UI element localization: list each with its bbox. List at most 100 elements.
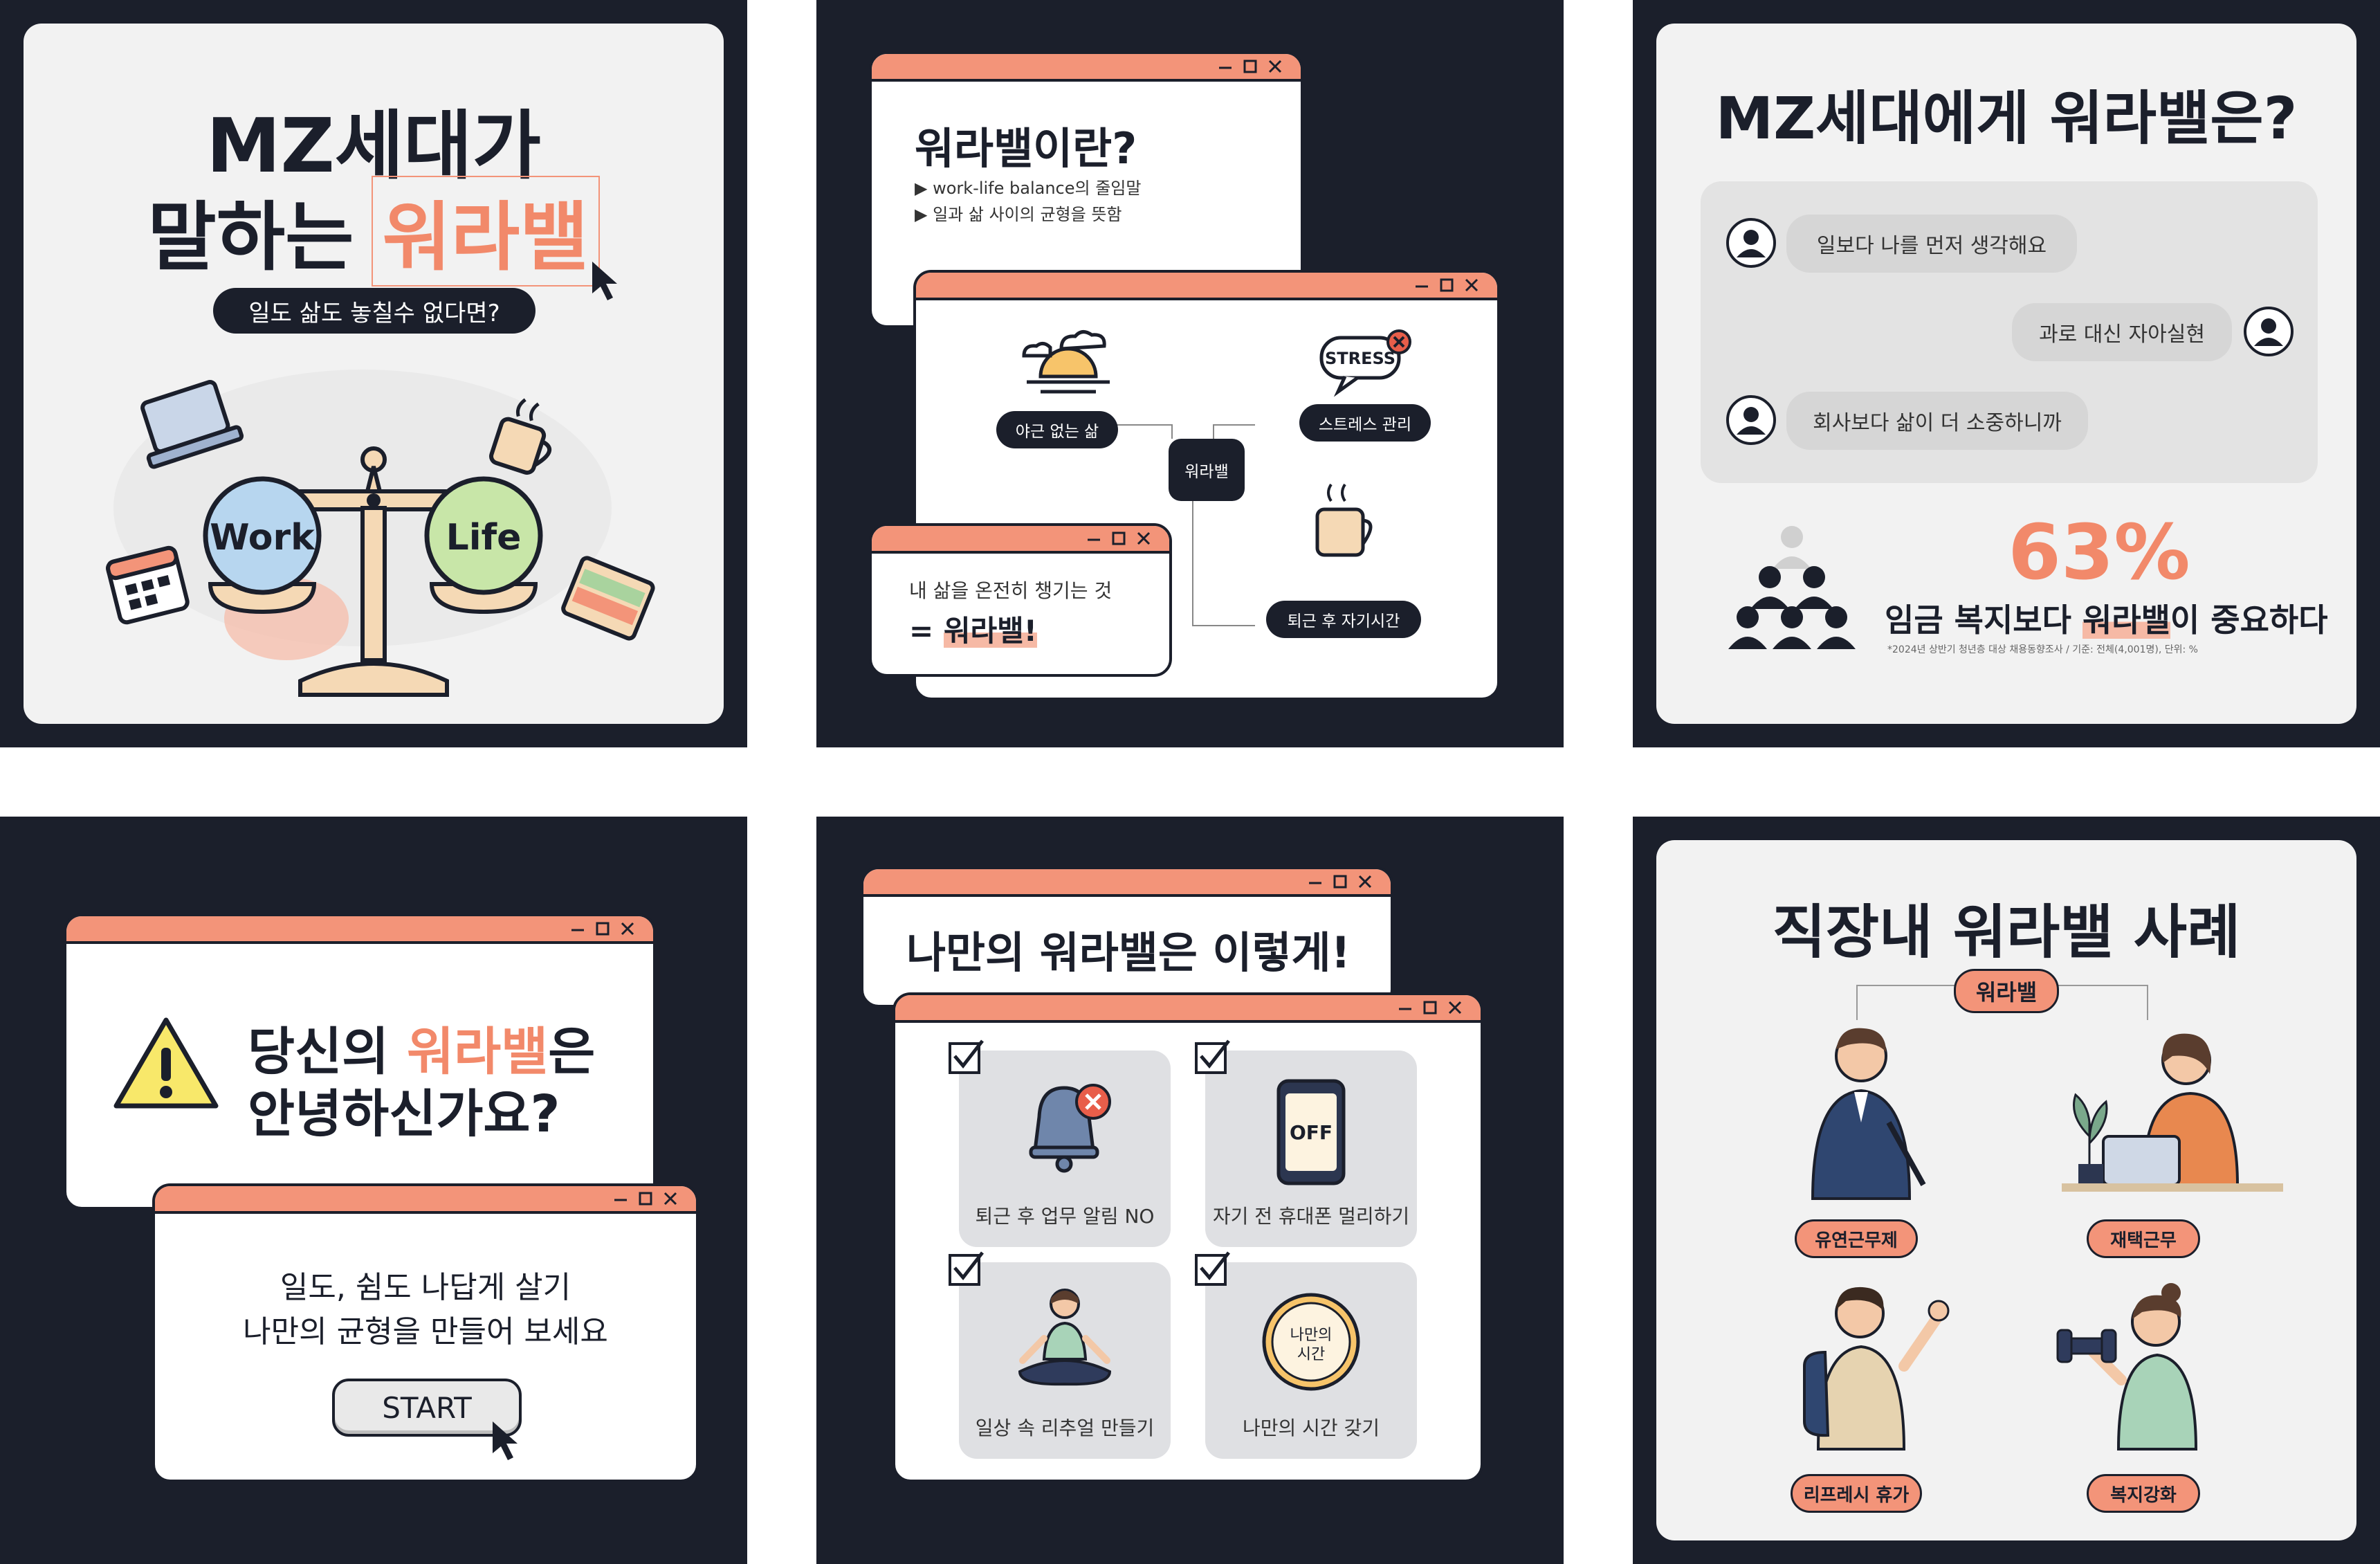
panel-4: 당신의 워라밸은 안녕하신가요? 일도, 쉼도 나답게 살기 나만의 균형을 만… [0, 817, 747, 1564]
maximize-icon[interactable] [1243, 59, 1258, 74]
window-controls [1398, 997, 1463, 1019]
panel-3-card: MZ세대에게 워라밸은? 일보다 나를 먼저 생각해요 과로 대신 자아실현 회… [1656, 24, 2356, 724]
case-welfare: 복지강화 [2087, 1474, 2200, 1513]
warning-icon [113, 1017, 219, 1109]
panel-2-title: 워라밸이란? [915, 123, 1137, 174]
bell-muted-icon [1029, 1084, 1111, 1173]
close-icon[interactable] [1136, 531, 1151, 546]
minimize-icon[interactable] [1414, 278, 1429, 293]
title-word: 당신의 [248, 1022, 408, 1082]
window-titlebar [66, 916, 653, 944]
maximize-icon[interactable] [638, 1191, 653, 1206]
phone-off-icon: OFF [1276, 1079, 1346, 1185]
window-controls [613, 1188, 678, 1210]
note-line-1: 내 삶을 온전히 챙기는 것 [909, 579, 1113, 602]
close-icon[interactable] [1267, 59, 1283, 74]
minimize-icon[interactable] [1398, 1000, 1413, 1015]
maximize-icon[interactable] [1439, 278, 1454, 293]
clock-text-line2: 시간 [1297, 1346, 1325, 1363]
habit-card-mytime: 나만의 시간 나만의 시간 갖기 [1205, 1262, 1417, 1459]
panel-2-window-diagram: STRESS 야근 없는 삶 워라밸 스트레스 관리 퇴근 후 자기시간 [913, 270, 1500, 700]
maximize-icon[interactable] [1333, 874, 1348, 889]
panel-5-title: 나만의 워라밸은 이렇게! [906, 927, 1351, 978]
meditation-icon [1018, 1289, 1112, 1386]
checkbox-checked-icon[interactable] [948, 1038, 985, 1075]
window-titlebar [155, 1186, 696, 1214]
stat-text-highlight: 워라밸 [2082, 601, 2170, 639]
habit-label: 나만의 시간 갖기 [1242, 1417, 1380, 1439]
life-label: Life [446, 517, 522, 558]
checkbox-checked-icon[interactable] [1194, 1038, 1232, 1075]
panel-1-title-word: 말하는 [147, 194, 354, 281]
window-controls [1414, 274, 1479, 296]
panel-1: MZ세대가 말하는 워라밸 일도 삶도 놓칠수 없다면? [0, 0, 747, 747]
note-line-2: = 워라밸! [909, 608, 1037, 650]
panel-2-bullet-2: ▶ 일과 삶 사이의 균형을 뜻함 [915, 205, 1122, 224]
maximize-icon[interactable] [1422, 1000, 1438, 1015]
phone-off-text: OFF [1290, 1121, 1333, 1144]
close-icon[interactable] [1447, 1000, 1463, 1015]
note-highlight: 워라밸! [943, 614, 1037, 648]
chat-bubble-3: 회사보다 삶이 더 소중하니까 [1786, 392, 2088, 450]
panel-5-window-title: 나만의 워라밸은 이렇게! [861, 866, 1393, 1008]
window-titlebar [916, 273, 1497, 300]
panel-5: 나만의 워라밸은 이렇게! 퇴근 후 업무 알림 NO [816, 817, 1564, 1564]
minimize-icon[interactable] [570, 921, 585, 936]
window-controls [1218, 55, 1283, 78]
checkbox-checked-icon[interactable] [1194, 1250, 1232, 1287]
checkbox-checked-icon[interactable] [948, 1250, 985, 1287]
cursor-icon [493, 1421, 518, 1460]
panel-1-title-line2: 말하는 워라밸 [24, 176, 724, 287]
panel-3-title: MZ세대에게 워라밸은? [1715, 84, 2298, 152]
case-center: 워라밸 [1954, 969, 2059, 1013]
window-titlebar [863, 869, 1391, 897]
chat-bubble-1: 일보다 나를 먼저 생각해요 [1786, 215, 2077, 273]
panel-4-window-start: 일도, 쉼도 나답게 살기 나만의 균형을 만들어 보세요 START [152, 1183, 699, 1482]
habit-card-notifications: 퇴근 후 업무 알림 NO [959, 1051, 1171, 1247]
clock-text-line1: 나만의 [1290, 1327, 1333, 1344]
minimize-icon[interactable] [1086, 531, 1101, 546]
panel-4-window-question: 당신의 워라밸은 안녕하신가요? [64, 913, 656, 1210]
panel-6-title: 직장내 워라밸 사례 [1772, 898, 2241, 966]
close-icon[interactable] [1357, 874, 1373, 889]
maximize-icon[interactable] [1111, 531, 1126, 546]
stat-text: 임금 복지보다 워라밸이 중요하다 [1885, 595, 2328, 641]
panel-2-window-note: 내 삶을 온전히 챙기는 것 = 워라밸! [869, 523, 1172, 677]
panel-4-body-line2: 나만의 균형을 만들어 보세요 [243, 1314, 608, 1349]
minimize-icon[interactable] [1308, 874, 1323, 889]
stat-text-a: 임금 복지보다 [1885, 601, 2082, 639]
node-stress: 스트레스 관리 [1299, 404, 1431, 442]
case-remote-work: 재택근무 [2087, 1219, 2200, 1258]
stress-icon: STRESS [1319, 329, 1411, 397]
panel-1-title-line1: MZ세대가 [206, 103, 541, 190]
node-center: 워라밸 [1169, 439, 1245, 501]
panel-4-body-line1: 일도, 쉼도 나답게 살기 [280, 1270, 571, 1305]
avatar-icon [1726, 218, 1776, 268]
case-flexible-work: 유연근무제 [1795, 1219, 1918, 1258]
node-night: 야근 없는 삶 [996, 411, 1118, 448]
panel-3: MZ세대에게 워라밸은? 일보다 나를 먼저 생각해요 과로 대신 자아실현 회… [1633, 0, 2380, 747]
start-button[interactable]: START [332, 1379, 522, 1437]
habit-card-phone: OFF 자기 전 휴대폰 멀리하기 [1205, 1051, 1417, 1247]
window-titlebar [895, 995, 1481, 1023]
exercise-icon [2056, 1283, 2198, 1451]
maximize-icon[interactable] [595, 921, 610, 936]
minimize-icon[interactable] [1218, 59, 1233, 74]
close-icon[interactable] [620, 921, 635, 936]
panel-1-card: MZ세대가 말하는 워라밸 일도 삶도 놓칠수 없다면? [24, 24, 724, 724]
panel-5-window-list: 퇴근 후 업무 알림 NO OFF 자기 전 휴대폰 멀리하기 일상 속 리추얼… [892, 992, 1483, 1482]
title-highlight: 워라밸 [407, 1022, 549, 1082]
close-icon[interactable] [1464, 278, 1479, 293]
habit-label: 일상 속 리추얼 만들기 [975, 1417, 1155, 1439]
balance-scale-icon [106, 370, 655, 697]
minimize-icon[interactable] [613, 1191, 628, 1206]
clock-icon: 나만의 시간 [1262, 1293, 1360, 1391]
remote-worker-icon [2062, 1033, 2283, 1192]
title-word: 은 [548, 1022, 596, 1082]
work-label: Work [210, 517, 315, 558]
panel-2-bullet-1: ▶ work-life balance의 줄임말 [915, 179, 1142, 198]
cursor-icon [592, 262, 617, 300]
habit-label: 퇴근 후 업무 알림 NO [975, 1205, 1155, 1228]
habit-label: 자기 전 휴대폰 멀리하기 [1212, 1205, 1410, 1228]
close-icon[interactable] [663, 1191, 678, 1206]
